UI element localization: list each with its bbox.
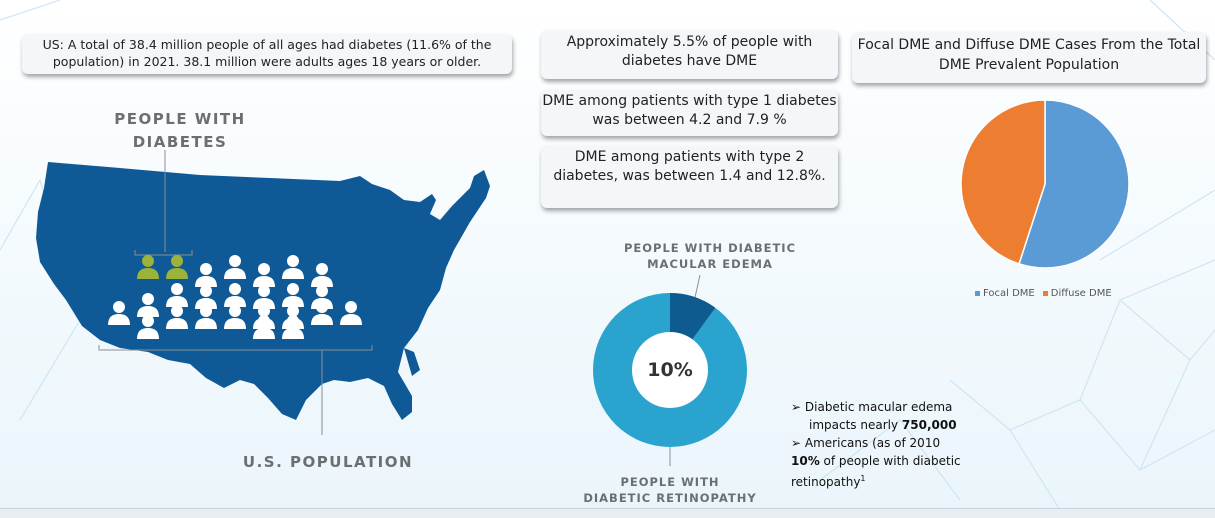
legend-label: Diffuse DME	[1050, 288, 1112, 299]
type1-dme-callout: DME among patients with type 1 diabetes …	[541, 90, 838, 136]
person-icon	[195, 263, 217, 287]
person-icon	[137, 293, 159, 317]
person-icon	[282, 255, 304, 279]
pie-slice-diffuse-dme	[960, 99, 1046, 265]
dme-donut-label: PEOPLE WITH DIABETIC MACULAR EDEMA	[623, 241, 797, 271]
bullet-notes: ➢ Diabetic macular edema impacts nearly …	[791, 398, 991, 491]
person-icon	[224, 283, 246, 307]
donut-center-value: 10%	[647, 359, 693, 381]
us-population-label: U.S. POPULATION	[242, 453, 414, 471]
person-icon	[253, 315, 275, 339]
person-icon	[311, 263, 333, 287]
person-icon-highlighted	[137, 255, 159, 279]
legend-item-focal-dme: Focal DME	[975, 288, 1035, 299]
legend-label: Focal DME	[983, 288, 1035, 299]
dme-share-callout: Approximately 5.5% of people with diabet…	[541, 30, 838, 79]
donut-hole	[632, 332, 708, 408]
legend-swatch	[1042, 290, 1048, 296]
bullet-1: ➢ Diabetic macular edema	[791, 400, 953, 414]
donut-dme-segment	[670, 293, 716, 340]
person-icon	[282, 283, 304, 307]
bullet-4: retinopathy1	[791, 474, 866, 489]
person-icon	[224, 305, 246, 329]
pie-legend: Focal DME Diffuse DME	[975, 288, 1120, 299]
dr-donut-label: PEOPLE WITH DIABETIC RETINOPATHY	[583, 475, 757, 505]
bullet-1-cont: impacts nearly 750,000	[809, 418, 957, 432]
person-icon	[166, 283, 188, 307]
person-icon	[108, 301, 130, 325]
person-icon-highlighted	[166, 255, 188, 279]
person-icon	[195, 285, 217, 309]
person-icon	[137, 315, 159, 339]
people-with-diabetes-label: PEOPLE WITH DIABETES	[114, 110, 246, 151]
legend-item-diffuse-dme: Diffuse DME	[1042, 288, 1112, 299]
people-icons-grid	[108, 255, 362, 339]
us-diabetes-callout: US: A total of 38.4 million people of al…	[22, 34, 512, 74]
bullet-2: ➢ Americans (as of 2010	[791, 436, 941, 450]
pie-slice-focal-dme	[1018, 99, 1130, 269]
person-icon	[253, 263, 275, 287]
person-icon	[282, 315, 304, 339]
person-icon	[253, 285, 275, 309]
legend-swatch	[975, 290, 980, 296]
type2-dme-callout: DME among patients with type 2 diabetes,…	[541, 146, 838, 208]
person-icon	[311, 301, 333, 325]
person-icon	[195, 305, 217, 329]
pie-chart-title: Focal DME and Diffuse DME Cases From the…	[852, 32, 1206, 83]
person-icon	[224, 255, 246, 279]
person-icon	[340, 301, 362, 325]
bottom-scrollbar	[0, 508, 1215, 518]
person-icon	[166, 305, 188, 329]
bullet-3: 10% of people with diabetic	[791, 454, 961, 468]
